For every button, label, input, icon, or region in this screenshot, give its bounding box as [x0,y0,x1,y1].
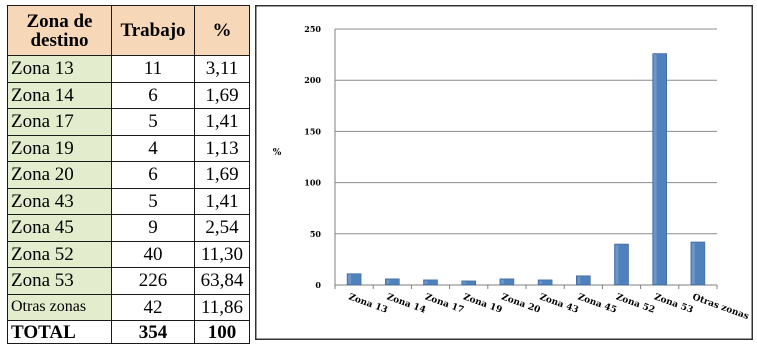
y-tick-label: 200 [304,75,321,85]
pct-cell: 1,41 [194,108,250,136]
pct-cell: 1,69 [194,81,250,109]
data-table: Zona de destino Trabajo % Zona 13 11 3,11 Z… [7,5,250,344]
trabajo-cell: 6 [111,161,195,189]
bar [346,273,362,286]
table-row: Zona 17 5 1,41 [7,108,250,136]
table-row: Zona 45 9 2,54 [7,214,250,242]
trabajo-cell: 5 [111,187,195,215]
y-tick-label: 150 [304,126,321,136]
trabajo-cell: 40 [111,240,195,268]
bar-highlight [462,281,466,284]
bar-highlight [691,242,695,284]
bar [385,278,400,286]
bar-highlight [348,274,352,284]
trabajo-cell: 5 [111,108,195,136]
header-trabajo: Trabajo [111,5,195,56]
trabajo-cell: 11 [111,55,195,83]
bar [423,279,438,286]
bar-highlight [386,279,390,284]
y-tick-label: 0 [315,280,321,290]
table-row: Zona 43 5 1,41 [7,187,250,215]
trabajo-cell: 6 [111,81,195,109]
table-header-row: Zona de destino Trabajo % [7,5,250,56]
total-trabajo-cell: 354 [111,320,195,344]
trabajo-cell: 4 [111,134,195,162]
bar-highlight [615,245,619,284]
header-zona: Zona de destino [7,5,112,56]
table-row: Zona 53 226 63,84 [7,267,250,295]
trabajo-cell: 226 [111,267,195,295]
pct-cell: 1,13 [194,134,250,162]
bar-highlight [424,280,428,284]
bar [461,280,476,286]
table-row: Zona 13 11 3,11 [7,55,250,83]
zona-cell: Zona 17 [7,108,112,136]
table-row: Zona 20 6 1,69 [7,161,250,189]
pct-cell: 1,41 [194,187,250,215]
pct-cell: 11,30 [194,240,250,268]
pct-cell: 2,54 [194,214,250,242]
table-row: Zona 19 4 1,13 [7,134,250,162]
bar-highlight [500,279,504,284]
zona-cell: Zona 53 [7,267,112,295]
zona-cell: Zona 13 [7,55,112,83]
bar [499,278,515,286]
zona-cell: Zona 52 [7,240,112,268]
zona-cell: Otras zonas [7,293,112,321]
header-pct: % [194,5,250,56]
bar-highlight [653,54,657,284]
pct-cell: 11,86 [194,293,250,321]
zona-cell: Zona 45 [7,214,112,242]
zona-cell: Zona 20 [7,161,112,189]
y-tick-label: 50 [310,229,322,239]
pct-cell: 63,84 [194,267,250,295]
total-label-cell: TOTAL [7,320,112,344]
trabajo-cell: 9 [111,214,195,242]
table-row: Zona 52 40 11,30 [7,240,250,268]
y-tick-label: 100 [304,178,321,188]
zona-cell: Zona 43 [7,187,112,215]
bar-highlight [539,280,543,284]
pct-cell: 1,69 [194,161,250,189]
trabajo-cell: 42 [111,293,195,321]
zona-cell: Zona 19 [7,134,112,162]
zona-cell: Zona 14 [7,81,112,109]
bar [537,279,553,286]
bar [575,275,591,286]
table-row: Otras zonas 42 11,86 [7,293,250,321]
y-tick-label: 250 [304,24,321,34]
y-axis-label: % [273,148,282,158]
chart-frame [255,5,753,340]
total-row: TOTAL 354 100 [7,320,250,344]
total-pct-cell: 100 [194,320,250,344]
table-row: Zona 14 6 1,69 [7,81,250,109]
bar-highlight [577,276,581,284]
pct-cell: 3,11 [194,55,250,83]
